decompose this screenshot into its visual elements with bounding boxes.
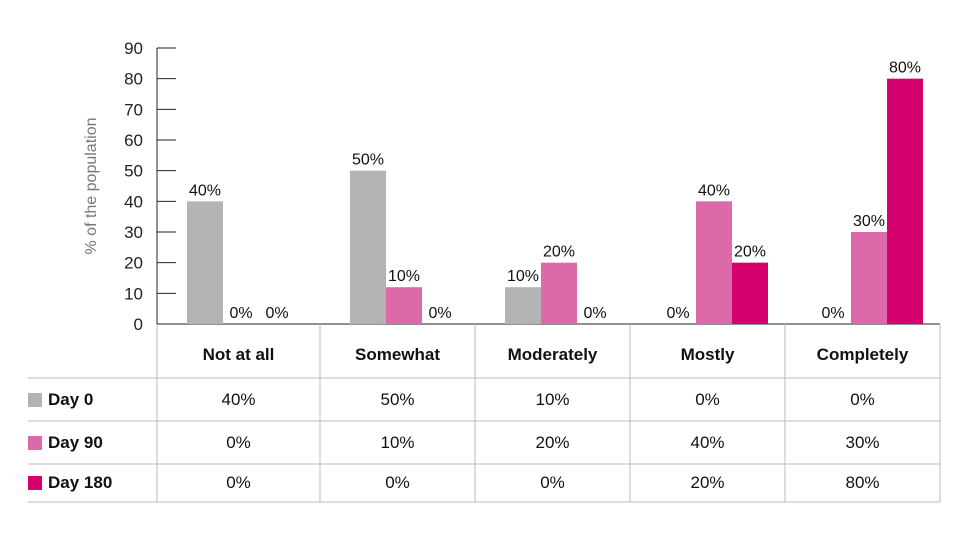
data-label: 80% (889, 60, 921, 77)
data-label: 0% (583, 305, 606, 322)
legend-row-label: Day 90 (28, 421, 103, 464)
y-tick-label: 30 (124, 223, 143, 242)
legend-swatch (28, 392, 42, 407)
category-header: Moderately (507, 345, 598, 364)
data-label: 30% (853, 213, 885, 230)
table-cell: 20% (535, 432, 570, 452)
category-header: Somewhat (354, 345, 441, 364)
data-label: 0% (428, 305, 451, 322)
y-tick-label: 20 (124, 254, 143, 273)
legend-swatch (28, 435, 42, 450)
table-cell: 40% (221, 389, 256, 409)
bar (851, 232, 887, 324)
data-label: 10% (507, 268, 539, 285)
table-cell: 80% (845, 473, 880, 492)
table-cell: 20% (690, 473, 725, 492)
table-cell: 40% (690, 432, 725, 452)
y-tick-label: 80 (124, 70, 143, 89)
table-cell: 10% (535, 389, 570, 409)
legend-label: Day 90 (48, 432, 103, 452)
y-tick-label: 90 (124, 39, 143, 58)
bar (187, 201, 223, 324)
data-label: 0% (265, 305, 288, 322)
y-tick-label: 70 (124, 100, 143, 119)
data-label: 20% (543, 244, 575, 261)
category-header: Mostly (680, 345, 735, 364)
data-label: 0% (229, 305, 252, 322)
table-cell: 0% (695, 389, 720, 409)
category-header: Completely (816, 345, 909, 364)
y-tick-label: 40 (124, 192, 143, 211)
y-axis-label: % of the population (83, 118, 100, 255)
y-tick-label: 60 (124, 131, 143, 150)
bar (386, 287, 422, 324)
y-tick-label: 0 (134, 315, 143, 334)
data-label: 10% (388, 268, 420, 285)
table-cell: 0% (540, 473, 565, 492)
bar (505, 287, 541, 324)
y-tick-label: 10 (124, 284, 143, 303)
bar (732, 262, 768, 324)
legend-row-label: Day 0 (28, 378, 93, 421)
table-cell: 0% (226, 432, 251, 452)
data-label: 40% (698, 182, 730, 199)
table-cell: 30% (845, 432, 880, 452)
table-cell: 0% (850, 389, 875, 409)
table-cell: 0% (385, 473, 410, 492)
table-cell: 10% (380, 432, 415, 452)
table-cell: 0% (226, 473, 251, 492)
table-cell: 50% (380, 389, 415, 409)
bar (887, 78, 923, 325)
data-label: 0% (821, 305, 844, 322)
legend-row-label: Day 180 (28, 464, 112, 502)
category-header: Not at all (202, 345, 275, 364)
data-label: 0% (666, 305, 689, 322)
legend-label: Day 180 (48, 473, 113, 492)
bar (350, 170, 386, 324)
data-label: 50% (352, 152, 384, 169)
y-tick-label: 50 (124, 162, 143, 181)
legend-label: Day 0 (48, 389, 94, 409)
bar (541, 262, 577, 324)
legend-swatch (28, 476, 42, 490)
bar (696, 201, 732, 324)
data-label: 20% (734, 244, 766, 261)
data-label: 40% (189, 182, 221, 199)
